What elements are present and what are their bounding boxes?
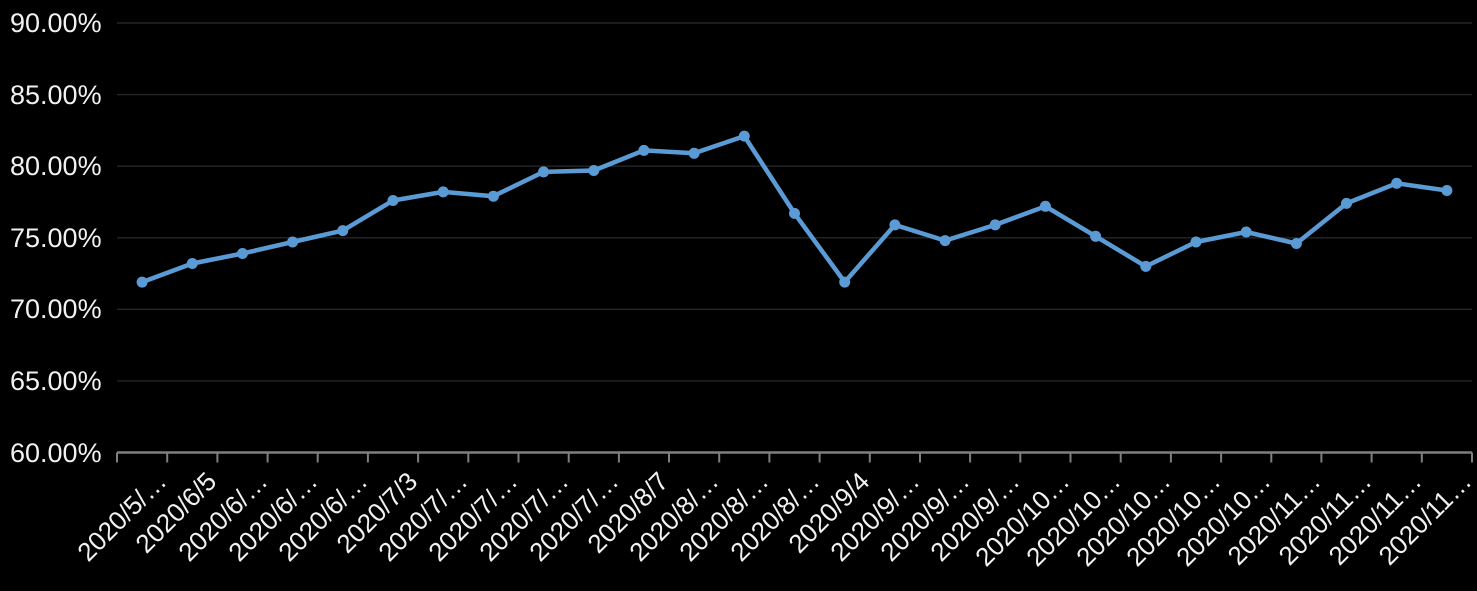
- data-point[interactable]: [487, 190, 499, 202]
- data-point[interactable]: [1190, 236, 1202, 248]
- data-point[interactable]: [839, 276, 851, 288]
- data-point[interactable]: [1290, 238, 1302, 249]
- y-axis-label: 85.00%: [10, 79, 102, 110]
- data-point[interactable]: [1391, 177, 1403, 189]
- data-point[interactable]: [186, 258, 198, 269]
- y-axis-label: 70.00%: [10, 294, 102, 325]
- data-point[interactable]: [1441, 185, 1453, 196]
- data-point[interactable]: [688, 147, 700, 159]
- data-point[interactable]: [237, 248, 248, 259]
- y-axis-label: 60.00%: [10, 437, 102, 468]
- data-point[interactable]: [588, 165, 600, 176]
- data-point[interactable]: [789, 207, 800, 219]
- data-point[interactable]: [287, 236, 299, 248]
- data-point[interactable]: [437, 186, 449, 198]
- data-point[interactable]: [939, 235, 951, 247]
- data-point[interactable]: [1039, 200, 1051, 212]
- data-point[interactable]: [738, 130, 750, 142]
- data-point[interactable]: [1140, 260, 1152, 272]
- y-axis-label: 75.00%: [10, 222, 102, 253]
- data-point[interactable]: [1090, 230, 1102, 242]
- y-axis-label: 90.00%: [10, 8, 102, 38]
- data-point[interactable]: [337, 225, 349, 237]
- data-point[interactable]: [1240, 226, 1252, 238]
- data-point[interactable]: [538, 166, 550, 178]
- data-point[interactable]: [638, 144, 650, 156]
- data-point[interactable]: [387, 195, 399, 206]
- y-axis-label: 65.00%: [10, 365, 102, 396]
- data-point[interactable]: [1341, 197, 1352, 209]
- data-point[interactable]: [136, 276, 148, 288]
- data-point[interactable]: [889, 219, 901, 231]
- y-axis-label: 80.00%: [10, 151, 102, 182]
- data-point[interactable]: [989, 219, 1001, 231]
